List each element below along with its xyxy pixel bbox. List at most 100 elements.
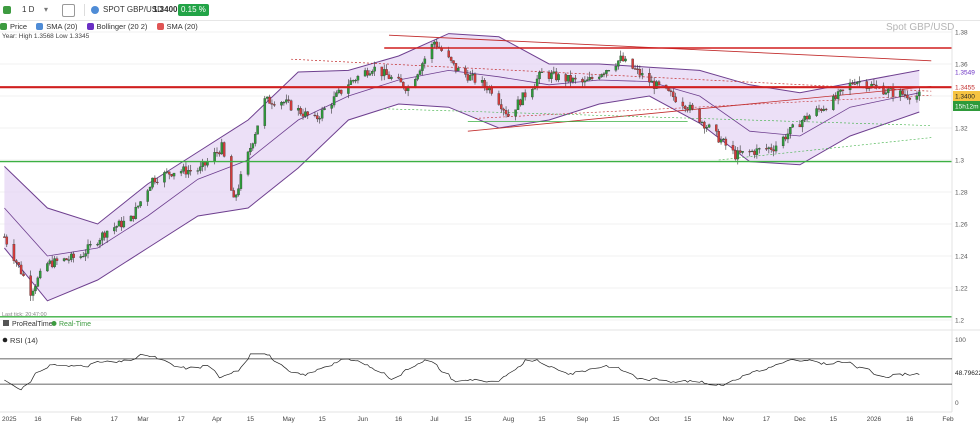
candle xyxy=(801,120,804,128)
candle xyxy=(789,127,792,135)
legend-swatch xyxy=(36,23,44,30)
candle xyxy=(347,84,350,94)
y-tick-label: 1.24 xyxy=(955,254,968,261)
interval-select[interactable]: 1 D xyxy=(22,5,35,14)
candle xyxy=(421,63,424,71)
candle xyxy=(89,244,92,246)
x-tick-label: Aug xyxy=(503,416,515,423)
rsi-legend-icon xyxy=(2,337,8,343)
candle xyxy=(371,71,374,74)
candle xyxy=(853,83,857,85)
candle xyxy=(908,97,912,100)
candle xyxy=(683,105,687,109)
candle xyxy=(588,77,591,80)
y-tick-label: 1.28 xyxy=(955,190,968,197)
x-tick-label: 15 xyxy=(612,416,620,423)
bollinger-upper-price: 1.3549 xyxy=(955,70,975,77)
level-price-bg xyxy=(953,82,980,93)
candle xyxy=(631,58,634,69)
candle xyxy=(270,103,274,105)
trendline[interactable] xyxy=(291,58,932,92)
candle xyxy=(901,90,904,95)
x-tick-label: Sep xyxy=(577,416,589,423)
x-tick-label: Feb xyxy=(70,416,82,423)
candle xyxy=(803,115,806,121)
candle xyxy=(872,83,876,86)
chevron-down-icon[interactable]: ▾ xyxy=(44,5,49,14)
trendline[interactable] xyxy=(474,94,932,119)
candle xyxy=(167,171,171,175)
legend-item-sma[interactable]: SMA (20) xyxy=(36,22,77,31)
candle xyxy=(36,277,40,287)
candle xyxy=(148,186,152,191)
candle xyxy=(736,150,740,160)
candle xyxy=(898,90,902,97)
candle xyxy=(387,74,391,79)
candle xyxy=(557,74,560,81)
candle xyxy=(50,260,54,268)
candle xyxy=(640,73,644,76)
legend-swatch xyxy=(0,23,7,30)
legend-item-bollinger[interactable]: Bollinger (20 2) xyxy=(86,22,147,31)
candle xyxy=(96,244,99,246)
candle xyxy=(15,260,18,263)
candle xyxy=(497,93,501,105)
candle xyxy=(836,91,840,99)
candle xyxy=(769,147,773,150)
candle xyxy=(213,152,216,162)
candle xyxy=(464,67,467,75)
candle xyxy=(232,190,235,198)
candle xyxy=(535,78,539,87)
candle xyxy=(220,142,224,155)
candle xyxy=(753,150,756,155)
candle xyxy=(918,91,921,97)
candle xyxy=(669,90,673,92)
candle xyxy=(320,109,324,119)
candle xyxy=(306,111,310,116)
candle xyxy=(382,69,386,77)
candle xyxy=(724,138,728,146)
candle xyxy=(289,100,293,111)
candle xyxy=(855,82,859,84)
candle xyxy=(466,74,470,81)
candle xyxy=(172,172,176,177)
candle xyxy=(134,206,138,219)
candle xyxy=(299,108,302,115)
candle xyxy=(79,256,83,258)
candle xyxy=(547,71,551,79)
candle xyxy=(566,74,570,82)
candle xyxy=(101,232,104,241)
candle xyxy=(633,68,637,70)
trendline[interactable] xyxy=(384,108,932,126)
candle xyxy=(772,149,775,152)
y-tick-label: 1.3 xyxy=(955,158,964,165)
x-tick-label: 15 xyxy=(247,416,255,423)
candle xyxy=(65,258,68,261)
candle xyxy=(650,80,654,83)
legend-item-price[interactable]: Price xyxy=(0,22,27,31)
candle xyxy=(113,227,116,232)
candle xyxy=(349,80,353,85)
candle xyxy=(688,104,692,111)
rsi-line xyxy=(4,353,920,391)
candle xyxy=(550,73,553,79)
candle xyxy=(234,194,238,198)
watermark: Spot GBP/USD xyxy=(886,22,955,33)
instrument-icon xyxy=(91,6,99,14)
candle xyxy=(705,127,708,129)
candle xyxy=(636,68,639,70)
legend-item-sma-2[interactable]: SMA (20) xyxy=(156,22,198,31)
candle xyxy=(600,74,603,78)
x-tick-label: 2025 xyxy=(2,416,17,423)
instrument-name[interactable]: SPOT GBP/USD xyxy=(103,5,163,14)
candle xyxy=(268,96,271,104)
candle xyxy=(638,69,642,76)
candle xyxy=(318,118,321,120)
candle xyxy=(316,115,319,120)
candle xyxy=(514,109,517,117)
rsi-value: 48.79622 xyxy=(955,370,980,377)
candle xyxy=(583,80,587,83)
chart-type-icon[interactable] xyxy=(62,4,75,17)
